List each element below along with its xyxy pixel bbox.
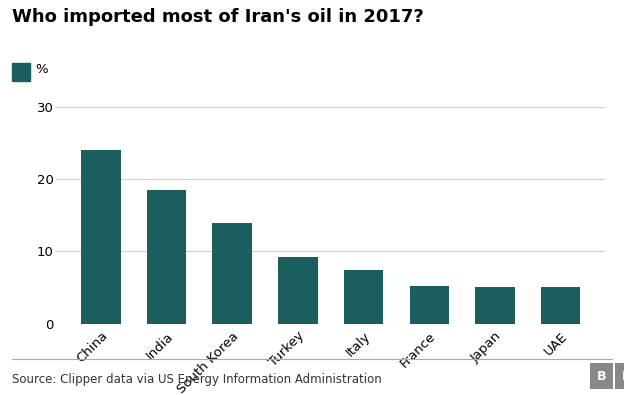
Bar (344, 269, 383, 324)
Bar (475, 287, 515, 324)
Text: Source: Clipper data via US Energy Information Administration: Source: Clipper data via US Energy Infor… (12, 373, 383, 386)
Bar (541, 287, 580, 324)
Text: B: B (597, 370, 607, 383)
Text: B: B (622, 370, 624, 383)
Bar (147, 190, 186, 324)
Bar (81, 150, 120, 324)
Bar (278, 257, 318, 324)
Bar (213, 222, 252, 324)
Bar (409, 286, 449, 324)
Text: Who imported most of Iran's oil in 2017?: Who imported most of Iran's oil in 2017? (12, 8, 424, 26)
Text: %: % (35, 63, 47, 75)
